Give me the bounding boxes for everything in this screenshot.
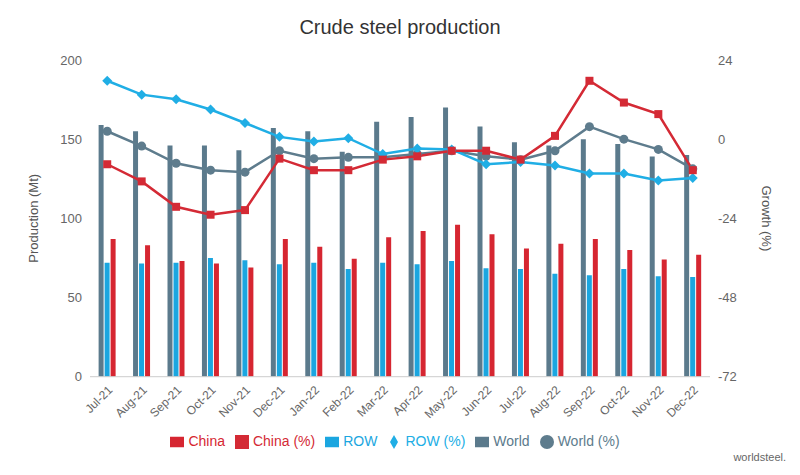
svg-text:Sep-21: Sep-21 (147, 383, 184, 420)
svg-text:Aug-22: Aug-22 (526, 383, 563, 420)
svg-text:Jan-22: Jan-22 (286, 383, 322, 419)
html-text:worldsteel.: worldsteel. (733, 451, 786, 463)
svg-text:Jul-21: Jul-21 (82, 383, 115, 416)
svg-text:24: 24 (718, 53, 732, 68)
svg-text:Dec-21: Dec-21 (250, 383, 287, 420)
svg-text:Nov-21: Nov-21 (216, 383, 253, 420)
svg-text:0: 0 (75, 369, 82, 384)
svg-text:Oct-22: Oct-22 (597, 383, 633, 419)
svg-text:Sep-22: Sep-22 (560, 383, 597, 420)
svg-text:0: 0 (718, 132, 725, 147)
html-text:China: China (188, 432, 225, 449)
svg-text:Aug-21: Aug-21 (113, 383, 150, 420)
svg-text:Jun-22: Jun-22 (458, 383, 494, 419)
svg-text:50: 50 (68, 290, 82, 305)
svg-text:Apr-22: Apr-22 (390, 383, 426, 419)
svg-text:200: 200 (60, 53, 82, 68)
svg-text:-24: -24 (718, 211, 737, 226)
html-text:Crude steel production: Crude steel production (299, 16, 501, 38)
svg-text:150: 150 (60, 132, 82, 147)
html-text:ROW (%): ROW (%) (405, 432, 466, 449)
svg-text:Jul-22: Jul-22 (496, 383, 529, 416)
svg-text:-72: -72 (718, 369, 737, 384)
svg-text:-48: -48 (718, 290, 737, 305)
svg-text:Production (Mt): Production (Mt) (26, 174, 41, 263)
svg-text:May-22: May-22 (422, 383, 460, 421)
html-text:ROW: ROW (343, 432, 378, 449)
svg-text:Nov-22: Nov-22 (629, 383, 666, 420)
svg-text:Oct-21: Oct-21 (183, 383, 219, 419)
html-text:World (%): World (%) (557, 432, 620, 449)
svg-text:Feb-22: Feb-22 (320, 383, 357, 420)
svg-text:Mar-22: Mar-22 (354, 383, 391, 420)
html-text:World: World (493, 432, 530, 449)
html-text:China (%): China (%) (253, 432, 316, 449)
svg-text:Growth (%): Growth (%) (759, 185, 774, 251)
svg-text:100: 100 (60, 211, 82, 226)
svg-text:Dec-22: Dec-22 (664, 383, 701, 420)
